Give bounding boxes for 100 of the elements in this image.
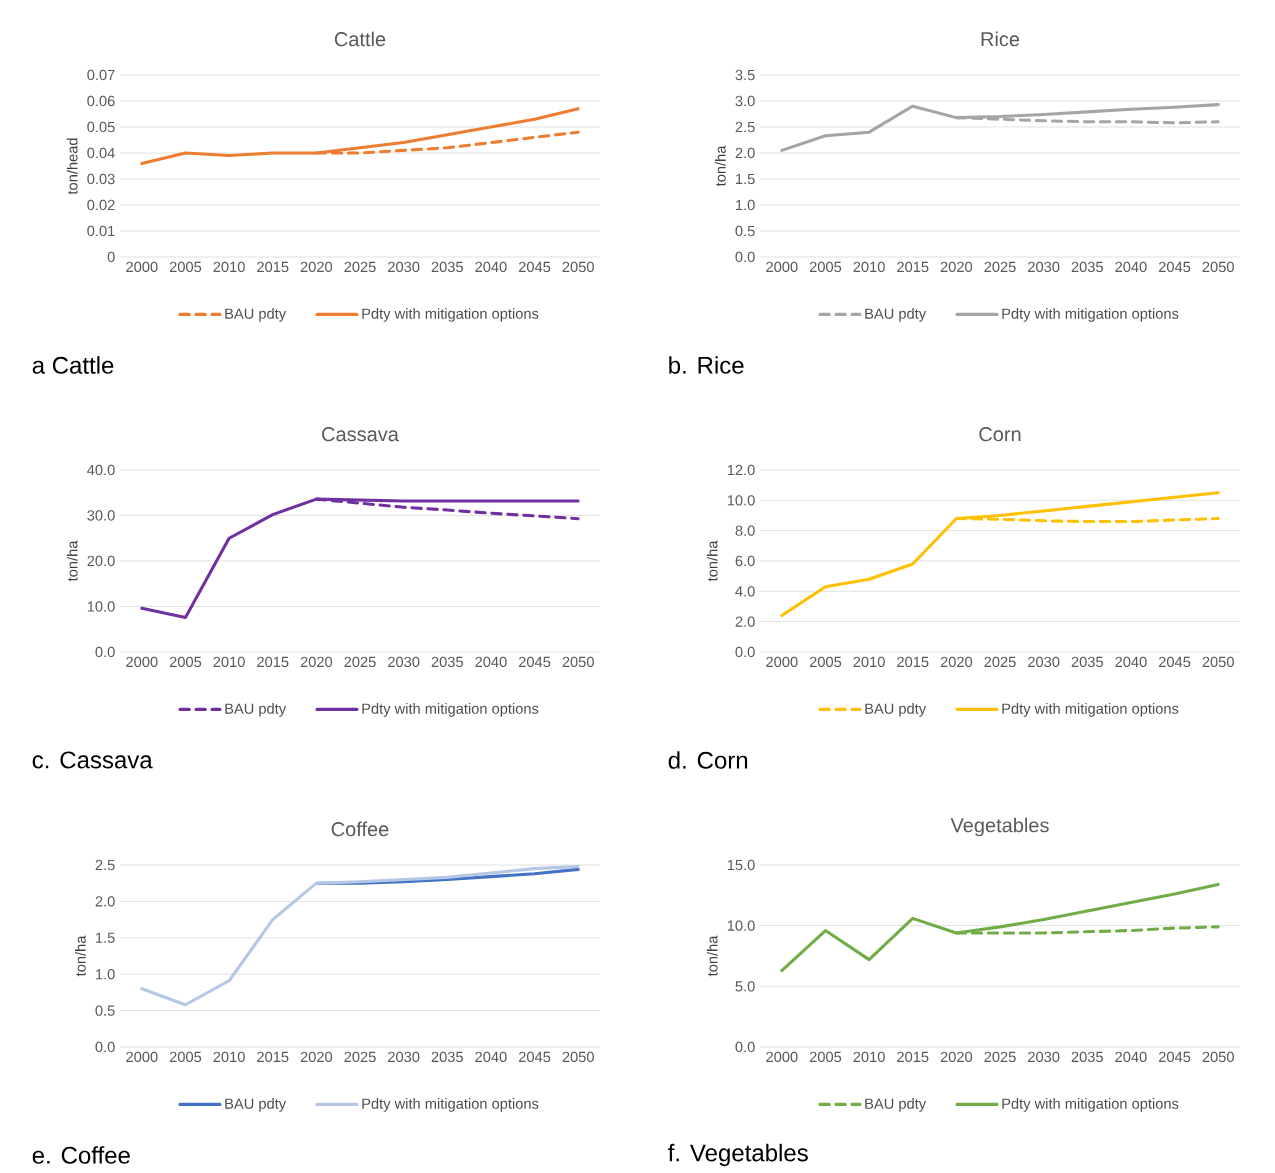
- y-axis-title: ton/head: [66, 138, 78, 195]
- x-tick-label: 2015: [897, 261, 929, 273]
- text: d. Corn: [668, 751, 748, 769]
- y-tick-label: 0.0: [735, 646, 755, 658]
- x-tick-label: 2035: [1071, 261, 1103, 273]
- y-tick-label: 3.0: [735, 95, 755, 107]
- legend-label: BAU pdty: [865, 703, 927, 717]
- x-tick-label: 2005: [169, 1051, 202, 1063]
- chart-title: Rice: [981, 31, 1020, 47]
- y-tick-label: 0.5: [95, 1005, 115, 1016]
- x-tick-label: 2010: [853, 1051, 885, 1063]
- y-tick-label: 0.5: [735, 225, 755, 237]
- x-tick-label: 2025: [344, 1051, 376, 1063]
- text: a Cattle: [32, 356, 114, 374]
- y-tick-label: 0.04: [87, 147, 115, 159]
- legend-label: Pdty with mitigation options: [1002, 308, 1179, 322]
- x-tick-label: 2000: [126, 261, 158, 273]
- x-tick-label: 2050: [1202, 261, 1234, 273]
- y-axis-title: ton/ha: [66, 540, 78, 582]
- x-tick-label: 2050: [562, 1051, 594, 1063]
- chart-title: Cassava: [322, 427, 399, 442]
- x-tick-label: 2045: [518, 656, 551, 668]
- x-tick-label: 2030: [1028, 1051, 1060, 1063]
- x-tick-label: 2020: [940, 261, 973, 273]
- text: e. Coffee: [32, 1146, 130, 1164]
- legend-label: BAU pdty: [225, 703, 287, 717]
- x-tick-label: 2015: [257, 656, 289, 668]
- x-tick-label: 2030: [388, 261, 420, 273]
- text: c. Cassava: [32, 751, 153, 769]
- x-tick-label: 2035: [431, 261, 463, 273]
- x-tick-label: 2035: [1071, 656, 1103, 668]
- x-tick-label: 2000: [126, 1051, 158, 1063]
- chart-title: Vegetables: [950, 817, 1049, 837]
- y-tick-label: 15.0: [727, 859, 755, 871]
- legend-label: Pdty with mitigation options: [1002, 1098, 1179, 1112]
- x-tick-label: 2010: [213, 261, 245, 273]
- legend-label: Pdty with mitigation options: [1002, 703, 1179, 717]
- y-tick-label: 2.0: [735, 616, 755, 627]
- x-tick-label: 2000: [766, 656, 798, 668]
- x-tick-label: 2025: [344, 656, 376, 668]
- legend-label: BAU pdty: [865, 1098, 927, 1112]
- x-tick-label: 2010: [853, 656, 885, 668]
- y-axis-title: ton/ha: [714, 145, 726, 187]
- chart-title: Coffee: [331, 821, 389, 837]
- x-tick-label: 2030: [1028, 656, 1060, 668]
- x-tick-label: 2050: [1202, 1051, 1234, 1063]
- x-tick-label: 2030: [1028, 261, 1060, 273]
- x-tick-label: 2005: [809, 656, 842, 668]
- x-tick-label: 2015: [257, 261, 289, 273]
- y-tick-label: 1.0: [96, 969, 115, 980]
- y-tick-label: 20.0: [87, 555, 115, 567]
- x-tick-label: 2005: [809, 261, 842, 273]
- x-tick-label: 2015: [257, 1051, 289, 1063]
- line-series: [140, 107, 580, 165]
- x-tick-label: 2035: [431, 1051, 463, 1063]
- y-tick-label: 6.0: [735, 555, 755, 567]
- x-tick-label: 2025: [984, 1051, 1016, 1063]
- y-tick-label: 5.0: [735, 981, 755, 992]
- x-tick-label: 2040: [1115, 1051, 1147, 1063]
- x-tick-label: 2035: [1071, 1051, 1103, 1063]
- y-tick-label: 40.0: [87, 464, 115, 476]
- y-tick-label: 2.0: [95, 896, 115, 907]
- x-tick-label: 2025: [984, 261, 1016, 273]
- x-tick-label: 2015: [897, 1051, 929, 1063]
- text: b. Rice: [669, 356, 744, 374]
- y-tick-label: 0.01: [87, 225, 115, 237]
- y-axis-title: ton/ha: [74, 935, 86, 977]
- x-tick-label: 2040: [1115, 656, 1147, 668]
- y-tick-label: 0.03: [87, 173, 115, 185]
- y-tick-label: 12.0: [727, 464, 755, 476]
- legend-label: Pdty with mitigation options: [362, 703, 539, 717]
- x-tick-label: 2035: [431, 656, 463, 668]
- x-tick-label: 2045: [1158, 261, 1191, 273]
- chart-title: Cattle: [334, 31, 386, 47]
- x-tick-label: 2020: [940, 656, 973, 668]
- legend-label: BAU pdty: [225, 308, 287, 322]
- legend-label: Pdty with mitigation options: [362, 308, 539, 322]
- y-tick-label: 10.0: [87, 601, 115, 612]
- x-tick-label: 2020: [300, 656, 333, 668]
- x-tick-label: 2005: [809, 1051, 842, 1063]
- x-tick-label: 2020: [300, 1051, 333, 1063]
- y-tick-label: 1.0: [736, 199, 755, 211]
- y-axis-title: ton/ha: [706, 935, 718, 977]
- x-tick-label: 2025: [984, 656, 1016, 668]
- legend-label: BAU pdty: [865, 308, 927, 322]
- y-tick-label: 2.0: [735, 147, 755, 159]
- x-tick-label: 2045: [518, 261, 551, 273]
- x-tick-label: 2040: [475, 656, 507, 668]
- y-tick-label: 10.0: [727, 495, 755, 506]
- y-tick-label: 4.0: [735, 586, 755, 597]
- x-tick-label: 2000: [766, 261, 798, 273]
- x-tick-label: 2040: [475, 261, 507, 273]
- x-tick-label: 2040: [1115, 261, 1147, 273]
- line-series: [780, 103, 1220, 152]
- y-tick-label: 8.0: [735, 525, 755, 536]
- x-tick-label: 2010: [213, 1051, 245, 1063]
- y-tick-label: 10.0: [727, 920, 755, 931]
- y-tick-label: 2.5: [735, 121, 755, 133]
- y-tick-label: 3.5: [735, 69, 755, 81]
- x-tick-label: 2045: [1158, 656, 1191, 668]
